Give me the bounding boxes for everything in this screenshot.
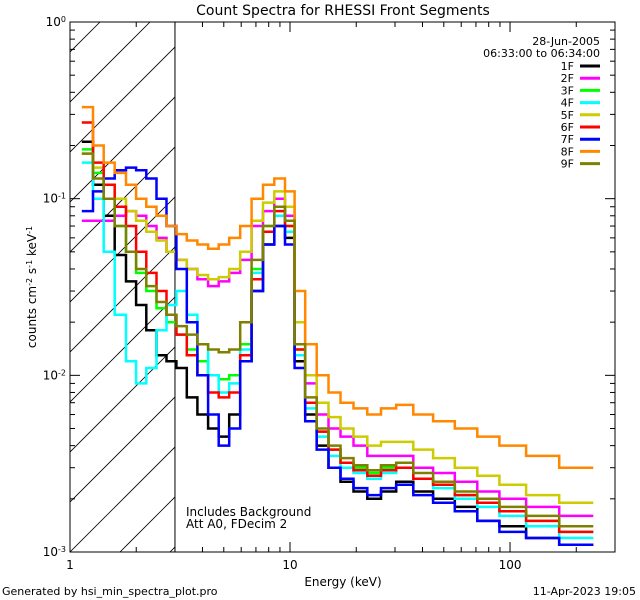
legend-label-9f: 9F [561, 158, 574, 171]
series-line-7f [81, 166, 594, 546]
hatch-line [70, 22, 151, 103]
legend-label-2f: 2F [561, 72, 574, 85]
series-line-9f [81, 152, 594, 528]
series-line-3f [81, 148, 594, 534]
legend-label-5f: 5F [561, 109, 574, 122]
hatch-lines [0, 0, 640, 552]
hatch-line [270, 0, 640, 552]
footer-generator: Generated by hsi_min_spectra_plot.pro [2, 585, 218, 598]
hatch-line [70, 146, 175, 253]
x-tick-label: 1 [66, 558, 74, 572]
series-layer [81, 105, 594, 546]
legend-label-6f: 6F [561, 121, 574, 134]
footer-timestamp: 11-Apr-2023 19:05 [533, 585, 636, 598]
annotation-attenuator: Att A0, FDecim 2 [186, 517, 287, 531]
y-tick-label: 10-2 [43, 368, 66, 383]
x-tick-label: 100 [499, 558, 522, 572]
hatch-line [70, 46, 175, 153]
legend-label-3f: 3F [561, 84, 574, 97]
series-line-5f [81, 152, 594, 505]
y-axis-label: counts cm-2 s-1 keV-1 [25, 226, 40, 348]
hatch-line [70, 196, 175, 303]
hatch-line [70, 96, 175, 203]
hatch-line [70, 296, 175, 403]
hatched-region [0, 0, 640, 552]
hatch-line [70, 396, 175, 503]
plot-frame [69, 21, 616, 553]
series-line-8f [81, 105, 594, 469]
hatch-line [220, 0, 640, 552]
hatch-line [370, 0, 640, 552]
annotation-background: Includes Background [186, 505, 311, 519]
legend-label-4f: 4F [561, 97, 574, 110]
x-axis-label: Energy (keV) [304, 575, 381, 589]
hatch-line [70, 446, 175, 552]
chart-title: Count Spectra for RHESSI Front Segments [196, 3, 490, 19]
hatch-line [70, 346, 175, 453]
legend-label-8f: 8F [561, 145, 574, 158]
y-tick-label: 100 [46, 15, 66, 30]
time-range-label: 06:33:00 to 06:34:00 [483, 47, 600, 60]
y-tick-label: 10-3 [43, 545, 66, 560]
x-tick-label: 10 [282, 558, 297, 572]
hatch-line [0, 0, 120, 552]
legend-label-1f: 1F [561, 60, 574, 73]
hatch-line [420, 0, 640, 552]
legend-label-7f: 7F [561, 133, 574, 146]
series-line-6f [81, 121, 594, 534]
date-label: 28-Jun-2005 [532, 35, 600, 48]
series-line-4f [81, 161, 594, 540]
y-tick-label: 10-1 [43, 191, 66, 206]
